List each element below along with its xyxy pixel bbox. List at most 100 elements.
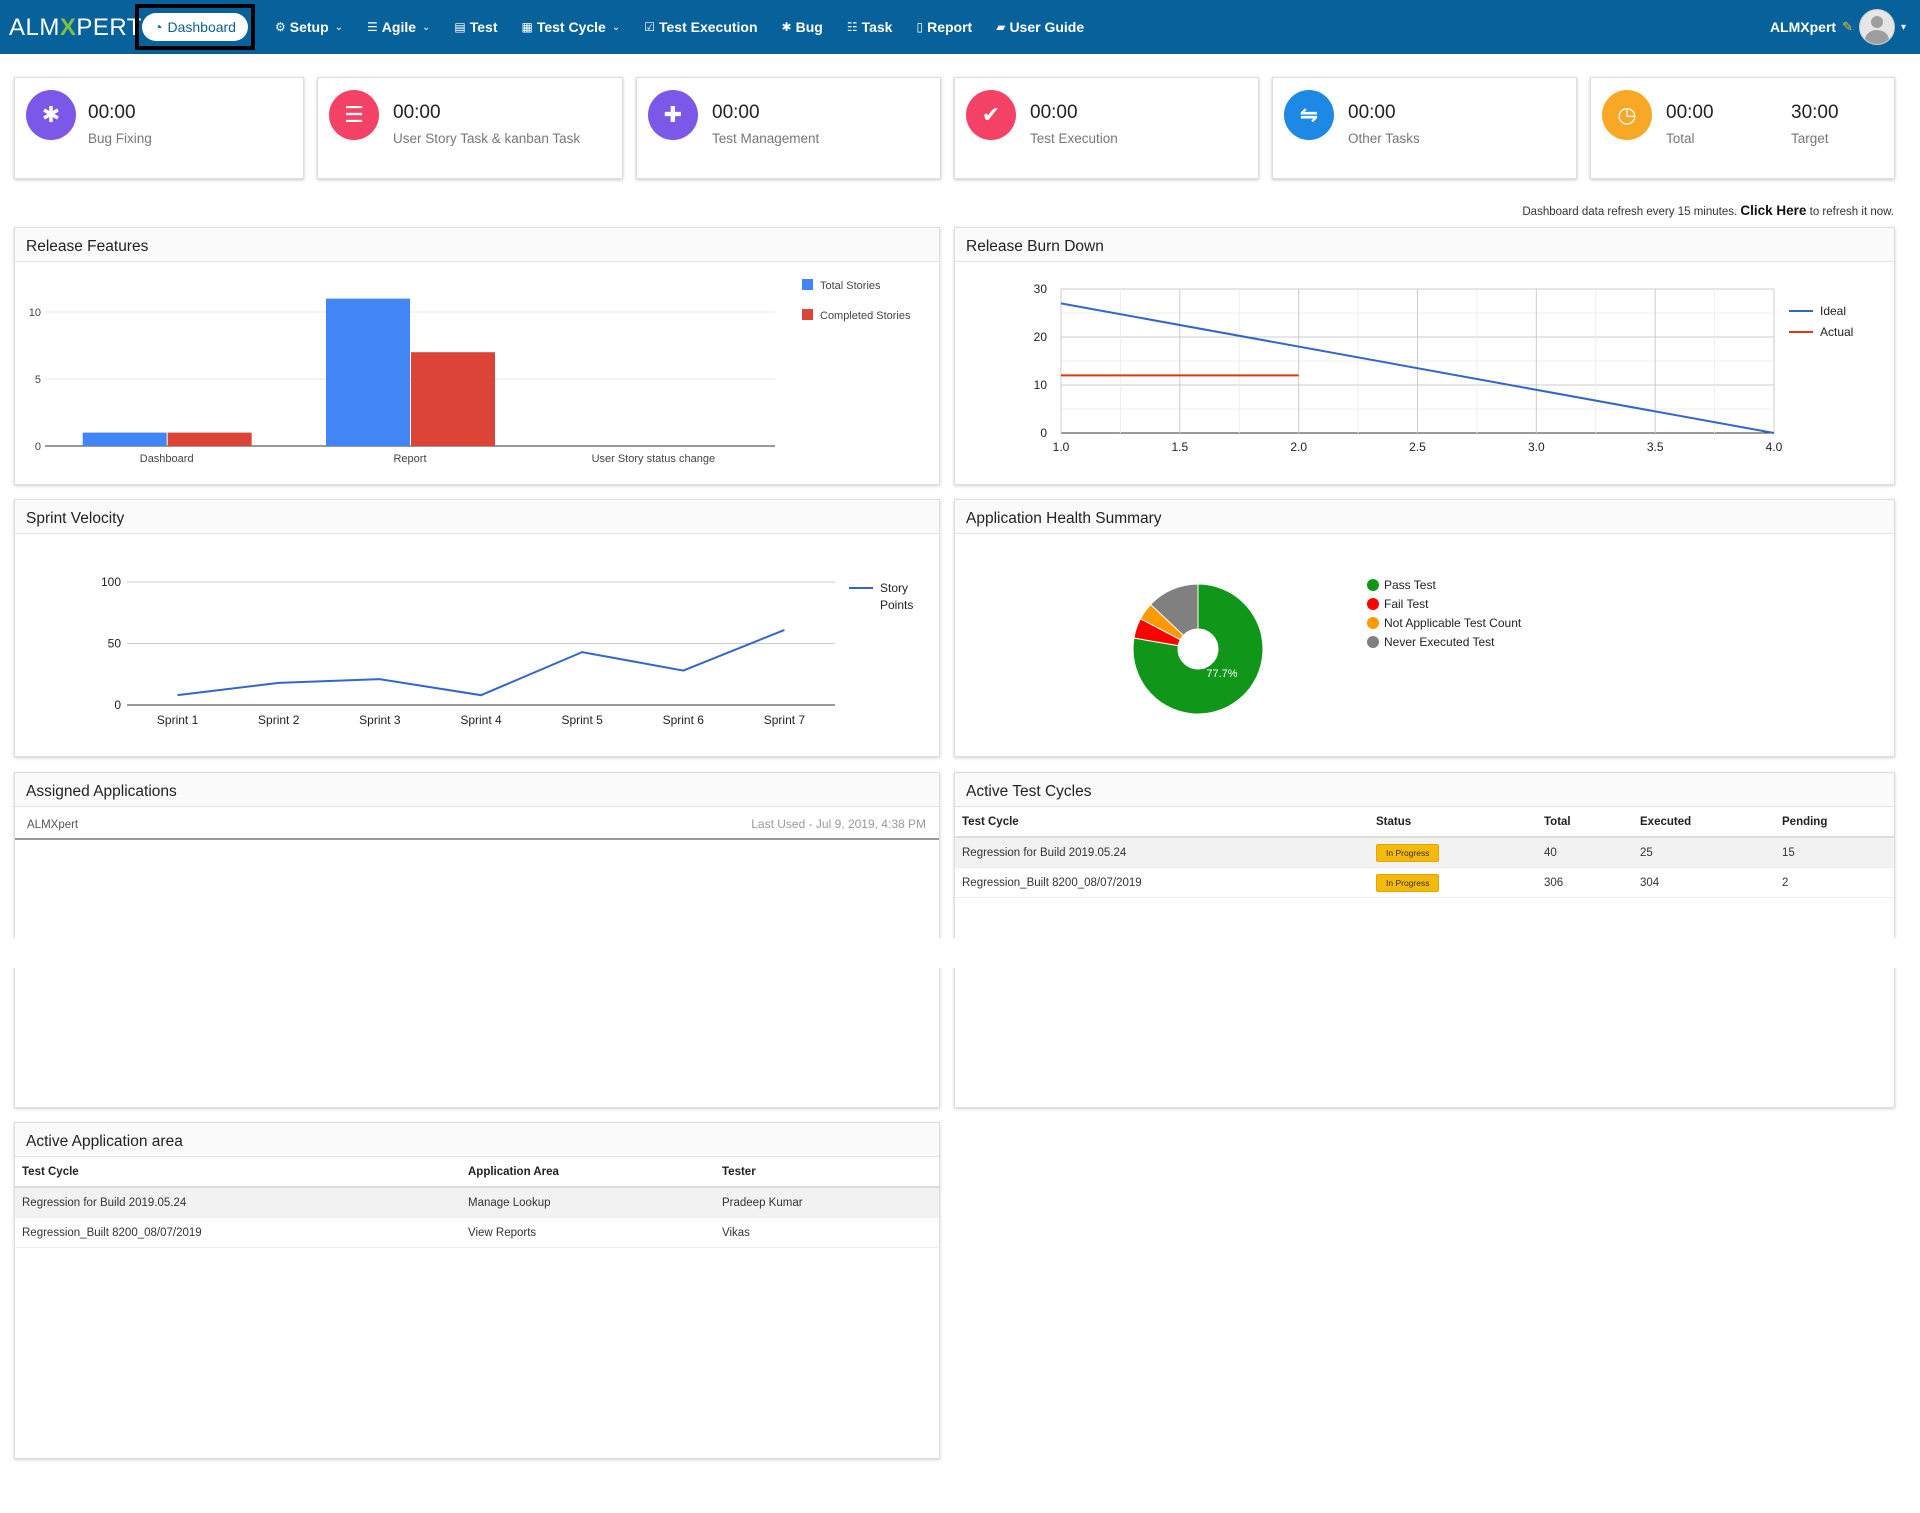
stat-value: 00:00 xyxy=(712,102,760,123)
nav-setup[interactable]: ⚙ Setup ⌄ xyxy=(274,19,344,35)
table-icon: ▦ xyxy=(521,20,533,34)
col-test-cycle[interactable]: Test Cycle xyxy=(955,807,1369,838)
x-tick-label: 2.0 xyxy=(1290,440,1307,454)
active-app-area-panel: Active Application area Test Cycle Appli… xyxy=(14,1122,940,1459)
stat-card-bug-fixing: ✱ 00:00 Bug Fixing xyxy=(14,77,304,179)
x-tick-label: Sprint 4 xyxy=(460,713,502,727)
legend-label: Actual xyxy=(1820,325,1853,339)
nav-dashboard[interactable]: ◔ Dashboard xyxy=(142,13,248,41)
nav-test[interactable]: ▤ Test xyxy=(454,19,498,35)
nav-report[interactable]: ▯ Report xyxy=(916,19,973,35)
col-total[interactable]: Total xyxy=(1537,807,1633,838)
stat-value: 00:00 xyxy=(393,102,441,123)
y-tick-label: 50 xyxy=(108,637,122,651)
avatar[interactable] xyxy=(1858,9,1895,45)
server-icon: ☰ xyxy=(329,90,379,140)
col-application-area[interactable]: Application Area xyxy=(461,1157,715,1188)
legend-label: Pass Test xyxy=(1384,578,1436,592)
nav-test-execution[interactable]: ☑ Test Execution xyxy=(644,19,758,35)
legend-label: Ideal xyxy=(1820,304,1846,318)
caret-down-icon[interactable]: ▾ xyxy=(1900,21,1906,33)
legend-swatch xyxy=(802,279,813,290)
x-tick-label: 1.5 xyxy=(1171,440,1188,454)
x-tick-label: 3.5 xyxy=(1647,440,1664,454)
gears-icon: ⚙ xyxy=(274,20,286,34)
x-tick-label: Sprint 6 xyxy=(663,713,705,727)
last-used: Last Used - Jul 9, 2019, 4:38 PM xyxy=(751,817,926,831)
app-logo[interactable]: ALMXPERT xyxy=(9,14,142,41)
chevron-down-icon: ⌄ xyxy=(611,21,621,33)
series-line-ideal xyxy=(1060,302,1775,434)
legend-label: Not Applicable Test Count xyxy=(1384,616,1522,630)
stat-card-test-execution: ✔ 00:00 Test Execution xyxy=(954,77,1259,179)
pie-slice-never-executed-test xyxy=(1149,583,1199,637)
table-row[interactable]: Regression_Built 8200_08/07/2019 In Prog… xyxy=(955,867,1894,898)
legend-swatch xyxy=(1367,598,1379,610)
x-tick-label: Sprint 5 xyxy=(561,713,603,727)
x-tick-label: Sprint 3 xyxy=(359,713,401,727)
legend-label: Total Stories xyxy=(820,280,881,292)
panel-title: Sprint Velocity xyxy=(15,500,939,534)
table-row[interactable]: Regression for Build 2019.05.24 In Progr… xyxy=(955,837,1894,868)
slice-label: 77.7% xyxy=(1206,668,1237,680)
x-tick-label: 2.5 xyxy=(1409,440,1426,454)
release-features-panel: Release Features 0 5 10 Dashboard Report User… xyxy=(14,227,940,485)
nav-agile[interactable]: ☰ Agile ⌄ xyxy=(367,19,431,35)
stat-card-other-tasks: ⇋ 00:00 Other Tasks xyxy=(1272,77,1577,179)
nav-user-guide[interactable]: ▰ User Guide xyxy=(996,19,1085,35)
pencil-icon[interactable]: ✎ xyxy=(1842,19,1853,34)
col-test-cycle[interactable]: Test Cycle xyxy=(15,1157,461,1188)
file-icon: ▤ xyxy=(454,20,466,34)
table-row[interactable]: Regression for Build 2019.05.24 Manage L… xyxy=(15,1187,939,1218)
y-tick-label: 0 xyxy=(114,698,121,712)
list-item[interactable]: ALMXpert Last Used - Jul 9, 2019, 4:38 P… xyxy=(15,807,939,840)
stat-label: User Story Task & kanban Task xyxy=(393,131,581,146)
stat-label: Other Tasks xyxy=(1348,131,1420,146)
status-badge: In Progress xyxy=(1376,843,1440,862)
list-icon: ☰ xyxy=(367,20,378,34)
legend-swatch xyxy=(1367,579,1379,591)
legend-swatch xyxy=(802,309,813,320)
nav-bug[interactable]: ✱ Bug xyxy=(781,19,823,35)
legend-label: Points xyxy=(880,598,913,612)
legend-label: Completed Stories xyxy=(820,310,911,322)
chevron-down-icon: ⌄ xyxy=(422,21,431,33)
col-pending[interactable]: Pending xyxy=(1775,807,1894,838)
panel-title: Release Features xyxy=(15,228,939,262)
sprint-velocity-panel: Sprint Velocity 0 50 100 Sprint 1 Sprint 2 Sp… xyxy=(14,499,940,757)
refresh-link[interactable]: Click Here xyxy=(1740,203,1807,218)
stat-label: Test Management xyxy=(712,131,820,146)
check-square-icon: ☑ xyxy=(644,20,655,34)
y-tick-label: 5 xyxy=(35,374,41,386)
stat-value: 00:00 xyxy=(88,102,136,123)
app-area-table: Test Cycle Application Area Tester Regre… xyxy=(15,1157,939,1248)
panel-title: Application Health Summary xyxy=(955,500,1894,534)
y-tick-label: 10 xyxy=(1034,378,1048,392)
stat-value-target: 30:00 xyxy=(1791,102,1839,123)
x-tick-label: Sprint 7 xyxy=(764,713,806,727)
x-tick-label: 3.0 xyxy=(1528,440,1545,454)
nav-test-cycle[interactable]: ▦ Test Cycle ⌄ xyxy=(521,19,621,35)
user-name: ALMXpert xyxy=(1769,19,1837,35)
x-tick-label: Dashboard xyxy=(140,453,194,465)
stat-value: 00:00 xyxy=(1348,102,1396,123)
y-tick-label: 0 xyxy=(35,441,41,453)
x-tick-label: Sprint 1 xyxy=(157,713,199,727)
stat-label-target: Target xyxy=(1791,131,1829,146)
panel-title: Active Test Cycles xyxy=(955,773,1894,807)
page-separator xyxy=(0,938,1920,968)
stat-label: Test Execution xyxy=(1030,131,1118,146)
col-tester[interactable]: Tester xyxy=(715,1157,939,1188)
table-row[interactable]: Regression_Built 8200_08/07/2019 View Re… xyxy=(15,1217,939,1248)
col-status[interactable]: Status xyxy=(1369,807,1537,838)
app-name: ALMXpert xyxy=(27,819,79,831)
status-badge: In Progress xyxy=(1376,873,1440,892)
nav-task[interactable]: ☷ Task xyxy=(846,19,893,35)
panel-title: Active Application area xyxy=(15,1123,939,1157)
user-menu[interactable]: ALMXpert ✎ ▾ xyxy=(1770,9,1906,45)
y-tick-label: 0 xyxy=(1040,426,1047,440)
sprint-velocity-chart: 0 50 100 Sprint 1 Sprint 2 Sprint 3 Sprint 4 Sp… xyxy=(101,575,913,727)
col-executed[interactable]: Executed xyxy=(1633,807,1775,838)
bar-total-stories xyxy=(326,298,410,446)
stat-value-total: 00:00 xyxy=(1666,102,1714,123)
